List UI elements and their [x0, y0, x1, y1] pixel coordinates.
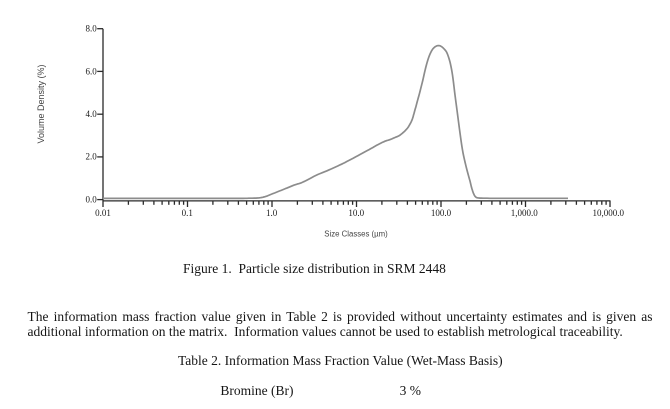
svg-text:100.0: 100.0	[431, 208, 452, 218]
svg-text:2.0: 2.0	[86, 152, 98, 162]
svg-text:10,000.0: 10,000.0	[593, 208, 625, 218]
svg-text:0.01: 0.01	[95, 208, 111, 218]
svg-text:1.0: 1.0	[266, 208, 278, 218]
svg-text:Size Classes (µm): Size Classes (µm)	[324, 229, 388, 238]
svg-text:0.1: 0.1	[182, 208, 193, 218]
svg-text:Volume Density (%): Volume Density (%)	[36, 64, 46, 143]
svg-text:8.0: 8.0	[86, 24, 98, 34]
svg-text:1,000.0: 1,000.0	[511, 208, 539, 218]
svg-text:6.0: 6.0	[86, 66, 98, 76]
svg-text:10.0: 10.0	[348, 208, 364, 218]
svg-text:4.0: 4.0	[86, 109, 98, 119]
svg-text:0.0: 0.0	[86, 194, 98, 204]
